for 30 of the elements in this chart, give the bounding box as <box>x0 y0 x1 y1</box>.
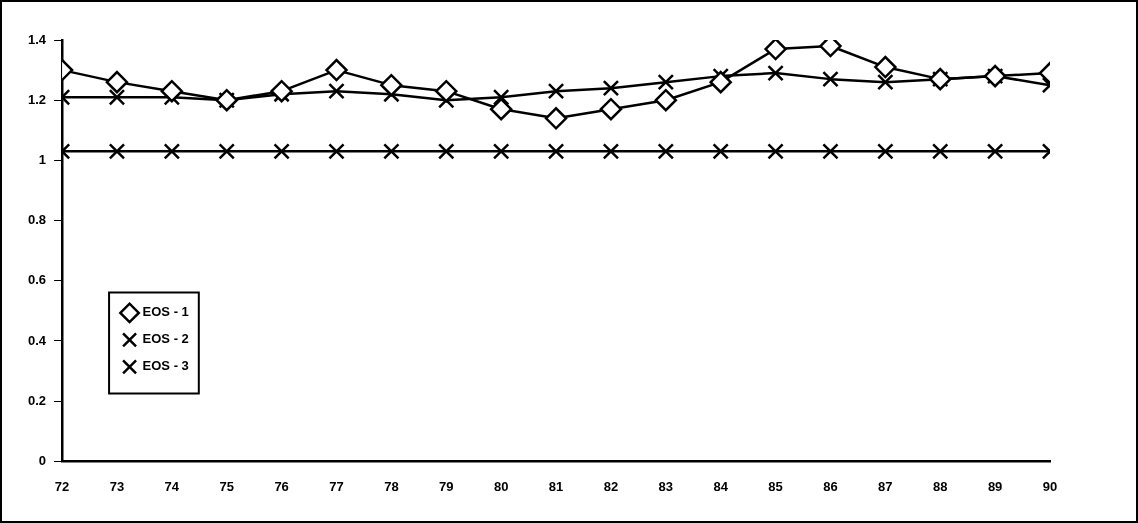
x-tick-label: 89 <box>987 478 1003 494</box>
x-tick-label: 75 <box>219 478 234 494</box>
x-tick-label: 85 <box>768 478 783 494</box>
x-tick-label: 79 <box>439 478 454 494</box>
x-tick-label: 82 <box>603 478 619 494</box>
y-tick-label: 0.4 <box>27 332 47 348</box>
legend-label: EOS - 1 <box>142 304 189 320</box>
x-tick-label: 83 <box>658 478 674 494</box>
y-tick-label: 0.6 <box>27 272 47 288</box>
x-tick-label: 73 <box>109 478 125 494</box>
x-tick-label: 78 <box>384 478 399 494</box>
y-tick-label: 1.4 <box>27 31 47 47</box>
x-tick-label: 77 <box>329 478 344 494</box>
x-tick-label: 88 <box>933 478 948 494</box>
y-tick-label: 0.8 <box>27 212 47 228</box>
x-tick-label: 90 <box>1042 478 1058 494</box>
x-tick-label: 87 <box>878 478 893 494</box>
x-tick-label: 84 <box>713 478 729 494</box>
y-tick-label: 0 <box>38 452 47 468</box>
y-tick-label: 1 <box>38 151 47 167</box>
x-tick-label: 74 <box>164 478 180 494</box>
legend-label: EOS - 3 <box>142 358 189 374</box>
x-tick-label: 76 <box>274 478 289 494</box>
x-tick-label: 80 <box>493 478 509 494</box>
x-tick-label: 72 <box>54 478 70 494</box>
legend-label: EOS - 2 <box>142 331 189 347</box>
x-tick-label: 81 <box>548 478 564 494</box>
y-tick-label: 1.2 <box>27 91 47 107</box>
y-tick-label: 0.2 <box>27 392 47 408</box>
x-tick-label: 86 <box>823 478 838 494</box>
